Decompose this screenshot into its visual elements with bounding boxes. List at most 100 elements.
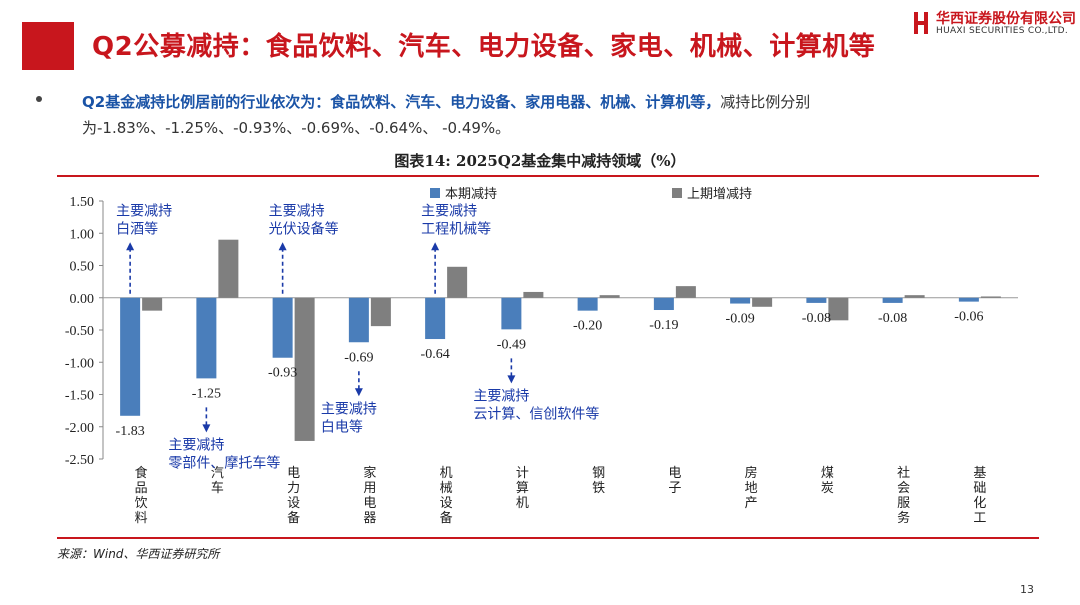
category-label-char: 电	[668, 466, 681, 481]
category-label-char: 产	[745, 496, 758, 511]
annotation-text: 主要减持	[421, 203, 477, 219]
annotation-arrowhead	[278, 242, 287, 251]
annotation-text: 零部件、摩托车等	[168, 454, 280, 471]
category-label-char: 备	[287, 510, 300, 526]
y-tick-label: -2.00	[65, 421, 94, 436]
y-tick-label: 0.50	[70, 260, 95, 275]
annotation-text: 主要减持	[473, 388, 529, 404]
category-label-char: 家	[363, 465, 376, 481]
data-label: -0.64	[421, 347, 450, 362]
bar-current	[348, 297, 369, 343]
category-label-char: 计	[516, 466, 529, 481]
bar-current	[882, 297, 903, 303]
category-label-char: 服	[897, 496, 910, 511]
annotation-text: 主要减持	[168, 437, 224, 453]
bar-previous	[599, 295, 620, 298]
chart-bottom-rule	[57, 537, 1039, 539]
category-label-char: 械	[440, 481, 453, 496]
category-label-char: 电	[363, 496, 376, 511]
data-label: -0.93	[268, 366, 297, 381]
category-label-char: 化	[973, 496, 986, 511]
bar-previous	[142, 297, 163, 311]
category-label-char: 用	[363, 481, 376, 496]
y-tick-label: -1.50	[65, 389, 94, 404]
bar-previous	[980, 296, 1001, 298]
category-label-char: 社	[897, 465, 910, 481]
bar-previous	[752, 297, 773, 307]
annotation-text: 工程机械等	[421, 220, 491, 237]
bullet-lead: Q2基金减持比例居前的行业依次为：	[82, 93, 331, 111]
legend-label-current: 本期减持	[445, 187, 497, 202]
annotation-text: 光伏设备等	[269, 220, 339, 237]
bar-previous	[675, 286, 696, 298]
category-label-char: 机	[440, 466, 453, 481]
data-label: -0.19	[649, 318, 678, 333]
category-label-char: 力	[287, 481, 300, 496]
category-label-char: 品	[135, 481, 148, 496]
category-label-char: 会	[897, 481, 910, 496]
bar-current	[806, 297, 827, 303]
chart-title: 图表14: 2025Q2基金集中减持领域（%）	[394, 152, 686, 170]
category-label-char: 工	[973, 511, 986, 526]
category-label-char: 铁	[592, 481, 605, 496]
category-label-char: 算	[516, 481, 529, 496]
category-label-char: 设	[440, 496, 453, 511]
bullet-rest: 减持比例分别为-1.83%、-1.25%、-0.93%、-0.69%、-0.64…	[82, 93, 811, 137]
bar-previous	[828, 297, 849, 321]
annotation-text: 主要减持	[321, 401, 377, 417]
category-label-char: 设	[287, 496, 300, 511]
legend-swatch-current	[430, 188, 440, 198]
annotation-text: 主要减持	[269, 203, 325, 219]
summary-bullet: Q2基金减持比例居前的行业依次为：食品饮料、汽车、电力设备、家用电器、机械、计算…	[82, 89, 1062, 141]
category-label-char: 食	[135, 465, 148, 481]
category-label-char: 钢	[592, 466, 605, 481]
annotation-text: 白酒等	[116, 220, 158, 237]
category-label-char: 础	[973, 481, 986, 496]
y-tick-label: -2.50	[65, 453, 94, 468]
bar-previous	[904, 295, 925, 298]
bar-previous	[523, 291, 544, 298]
bar-previous	[447, 266, 468, 298]
annotation-text: 主要减持	[116, 203, 172, 219]
bullet-dot	[36, 96, 42, 102]
bar-current	[577, 297, 598, 311]
category-label-char: 机	[516, 496, 529, 511]
bar-current	[653, 297, 674, 311]
source-note: 来源：Wind、华西证券研究所	[57, 547, 220, 561]
data-label: -0.49	[497, 337, 526, 352]
bar-current	[958, 297, 979, 302]
category-label-char: 地	[745, 481, 758, 496]
category-label-char: 汽	[211, 466, 224, 481]
company-name-en: HUAXI SECURITIES CO.,LTD.	[936, 26, 1069, 36]
category-label-char: 料	[135, 511, 148, 526]
y-tick-label: 1.50	[70, 195, 95, 210]
y-tick-label: -1.00	[65, 356, 94, 371]
legend-label-previous: 上期增减持	[687, 187, 752, 202]
bar-current	[425, 297, 446, 340]
data-label: -0.09	[726, 312, 755, 327]
y-tick-label: 0.00	[70, 292, 95, 307]
annotation-arrowhead	[354, 388, 363, 397]
title-accent-block	[22, 22, 74, 70]
category-label-char: 务	[897, 510, 910, 526]
category-label-char: 煤	[821, 466, 834, 481]
bar-previous	[370, 297, 391, 327]
y-tick-label: 1.00	[70, 227, 95, 242]
annotation-arrowhead	[202, 424, 211, 433]
page-title: Q2公募减持：食品饮料、汽车、电力设备、家电、机械、计算机等	[92, 32, 876, 62]
y-tick-label: -0.50	[65, 324, 94, 339]
data-label: -0.20	[573, 319, 602, 334]
category-label-char: 基	[973, 466, 986, 481]
category-label-char: 车	[211, 480, 224, 496]
chart-top-rule	[57, 175, 1039, 177]
data-label: -0.06	[954, 310, 983, 325]
category-label-char: 子	[668, 481, 681, 496]
category-label-char: 电	[287, 466, 300, 481]
data-label: -1.83	[116, 424, 145, 439]
annotation-arrowhead	[507, 375, 516, 384]
bar-current	[196, 297, 217, 379]
bar-current	[730, 297, 751, 304]
data-label: -0.08	[878, 311, 907, 326]
annotation-arrowhead	[431, 242, 440, 251]
